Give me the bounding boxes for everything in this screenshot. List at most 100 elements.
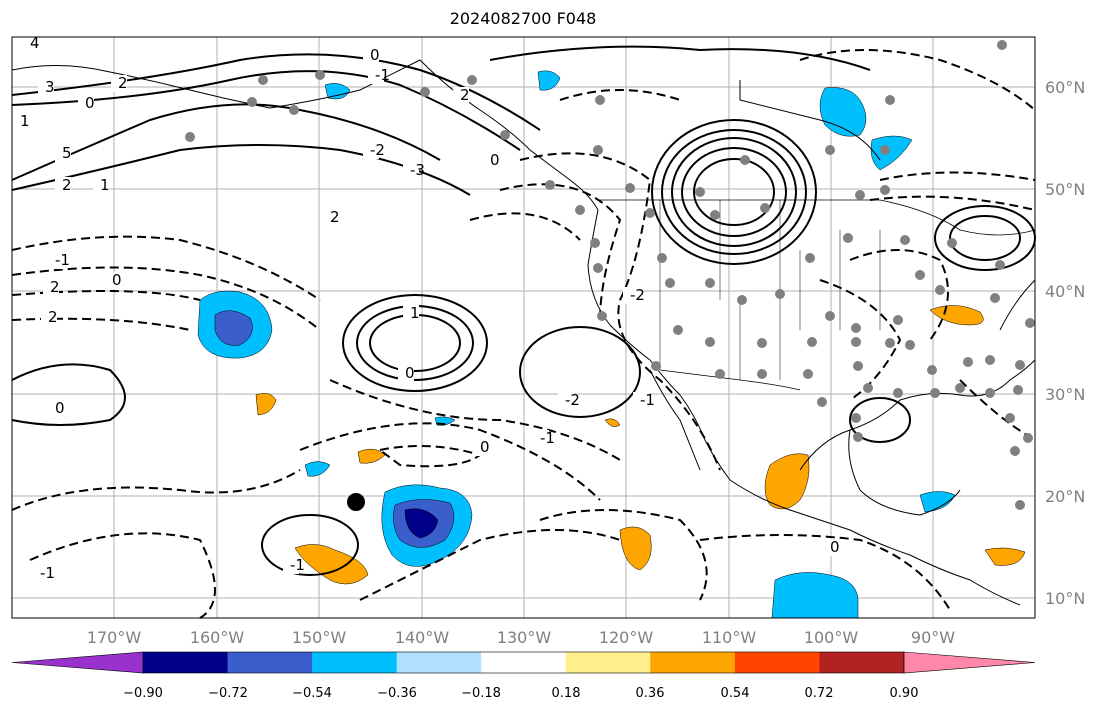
contour-label: 0 — [830, 538, 840, 556]
contour-label: 1 — [410, 304, 420, 322]
graticule — [12, 37, 1035, 618]
contour-label: -1 — [290, 556, 305, 574]
contour-label: 1 — [100, 176, 110, 194]
contour-label-bg — [33, 565, 49, 582]
colorbar-segment — [396, 652, 482, 673]
lat-tick: 30°N — [1045, 385, 1085, 404]
contour-label-bg — [55, 145, 71, 162]
colorbar-segment — [819, 652, 905, 673]
contour-labels: 4 3 2 1 0 5 2 1 0 -1 -2 -3 0 -1 2 2 0 2 1 0 2 -2 -1 0 -1 0 -1 -2 0 -1 — [13, 34, 840, 582]
contour-label-bg — [823, 539, 839, 556]
colorbar-tick: −0.54 — [292, 686, 332, 701]
contour-label: 2 — [460, 86, 470, 104]
colorbar-segment — [312, 652, 398, 673]
contour-label: 0 — [370, 46, 380, 64]
map-frame — [11, 36, 1036, 619]
contour-label: -2 — [630, 286, 645, 304]
contour-label: -1 — [375, 66, 390, 84]
contour-label-bg — [363, 142, 379, 159]
contour-label-bg — [23, 35, 39, 52]
contour-label-bg — [48, 400, 64, 417]
contour-label: 1 — [20, 112, 30, 130]
colorbar-tick: 0.90 — [890, 686, 919, 701]
contour-label-bg — [323, 209, 339, 226]
lat-tick: 40°N — [1045, 282, 1085, 301]
colorbar-tick: −0.18 — [461, 686, 501, 701]
station-markers — [185, 40, 1035, 510]
contour-label-bg — [368, 67, 384, 84]
contour-label: 0 — [480, 438, 490, 456]
colorbar-segment — [481, 652, 567, 673]
contour-label: 0 — [490, 151, 500, 169]
colorbar-segment — [565, 652, 651, 673]
colorbar-segment — [650, 652, 736, 673]
colorbar-extend-min — [11, 651, 144, 674]
contour-label: 2 — [330, 208, 340, 226]
contour-label-bg — [283, 557, 299, 574]
contour-label-bg — [93, 177, 109, 194]
colorbar-tick: −0.36 — [377, 686, 417, 701]
colorbar-tick: 0.36 — [636, 686, 665, 701]
contour-label: 4 — [30, 34, 40, 52]
contour-label: -1 — [540, 429, 555, 447]
lon-tick: 110°W — [702, 628, 757, 647]
contour-label-bg — [473, 439, 489, 456]
contour-label-bg — [403, 305, 419, 322]
contour-label: 0 — [55, 399, 65, 417]
contour-label-bg — [453, 87, 469, 104]
contour-label: 0 — [112, 271, 122, 289]
lon-tick: 150°W — [292, 628, 347, 647]
contour-label-bg — [633, 392, 649, 409]
coastlines — [11, 59, 1036, 606]
lat-tick: 50°N — [1045, 180, 1085, 199]
lon-tick: 90°W — [911, 628, 955, 647]
storm-position-marker — [347, 493, 365, 511]
contour-label-bg — [111, 75, 127, 92]
contour-label: 2 — [50, 278, 60, 296]
contour-label: -3 — [410, 161, 425, 179]
lat-tick: 10°N — [1045, 589, 1085, 608]
shaded-anomalies — [197, 70, 1026, 619]
contour-label-bg — [43, 279, 59, 296]
colorbar-tick: −0.90 — [123, 686, 163, 701]
contour-label: -1 — [40, 564, 55, 582]
contour-label: 0 — [405, 364, 415, 382]
latitude-ticks: 60°N 50°N 40°N 30°N 20°N 10°N — [1045, 78, 1085, 608]
contour-label-bg — [55, 177, 71, 194]
contour-label-bg — [38, 79, 54, 96]
contour-label-bg — [558, 392, 574, 409]
colorbar-ticks: −0.90 −0.72 −0.54 −0.36 −0.18 0.18 0.36 … — [123, 686, 918, 701]
lat-tick: 20°N — [1045, 487, 1085, 506]
contour-label-bg — [623, 287, 639, 304]
colorbar-tick: 0.54 — [721, 686, 750, 701]
colorbar-tick: −0.72 — [208, 686, 248, 701]
dashed-contours — [11, 49, 1036, 619]
contour-label-bg — [13, 113, 29, 130]
solid-contours — [11, 45, 1036, 576]
contour-label-bg — [48, 252, 64, 269]
contour-label: 5 — [62, 144, 72, 162]
contour-label-bg — [533, 430, 549, 447]
contour-label: -2 — [565, 391, 580, 409]
colorbar-outline — [142, 651, 905, 674]
colorbar-extend-max — [903, 651, 1036, 674]
contour-label-bg — [41, 309, 57, 326]
lat-tick: 60°N — [1045, 78, 1085, 97]
lon-tick: 100°W — [804, 628, 859, 647]
contour-label: -2 — [370, 141, 385, 159]
lon-tick: 140°W — [395, 628, 450, 647]
colorbar — [11, 651, 1036, 674]
contour-label: 2 — [48, 308, 58, 326]
contour-label: 0 — [85, 94, 95, 112]
longitude-ticks: 170°W 160°W 150°W 140°W 130°W 120°W 110°… — [87, 628, 955, 647]
lon-tick: 160°W — [190, 628, 245, 647]
lon-tick: 120°W — [599, 628, 654, 647]
colorbar-tick: 0.72 — [805, 686, 834, 701]
colorbar-segment — [734, 652, 820, 673]
colorbar-tick: 0.18 — [552, 686, 581, 701]
contour-label-bg — [78, 95, 94, 112]
contour-label-bg — [483, 152, 499, 169]
contour-label-bg — [403, 162, 419, 179]
contour-label: -1 — [640, 391, 655, 409]
